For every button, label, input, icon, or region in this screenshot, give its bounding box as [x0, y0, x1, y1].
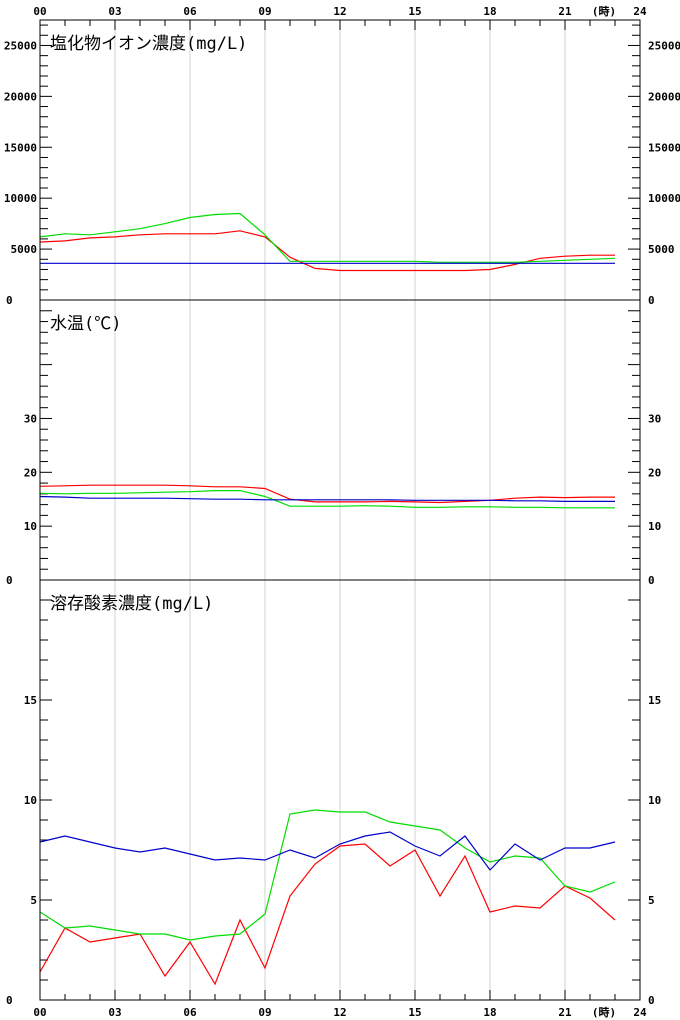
y-tick-label-right: 10 — [648, 794, 661, 807]
chart-panel-2 — [39, 300, 640, 580]
x-tick-label-bottom: 18 — [483, 1006, 496, 1019]
y-tick-label-right: 25000 — [648, 39, 680, 52]
x-tick-label-top: 00 — [33, 5, 46, 18]
series-line-red — [39, 843, 616, 986]
series-line-green — [39, 212, 616, 263]
y-tick-label-left: 25000 — [4, 39, 37, 52]
y-tick-label-left: 0 — [6, 294, 13, 307]
y-tick-label-right: 20 — [648, 466, 661, 479]
x-tick-label-bottom: 06 — [183, 1006, 197, 1019]
panel-title: 塩化物イオン濃度(mg/L) — [50, 34, 247, 54]
x-tick-label-top: 09 — [258, 5, 271, 18]
x-tick-label-top: 24 — [633, 5, 647, 18]
y-tick-label-left: 30 — [24, 412, 37, 425]
x-tick-label-bottom: 03 — [108, 1006, 121, 1019]
x-tick-label-top: 15 — [408, 5, 421, 18]
y-tick-label-left: 20 — [24, 466, 37, 479]
y-tick-label-right: 5 — [648, 894, 655, 907]
y-tick-label-right: 15 — [648, 694, 661, 707]
y-tick-label-left: 0 — [6, 994, 13, 1007]
y-tick-label-left: 15000 — [4, 141, 37, 154]
y-tick-label-right: 15000 — [648, 141, 680, 154]
y-tick-label-left: 5 — [30, 894, 37, 907]
y-tick-label-right: 10000 — [648, 192, 680, 205]
y-tick-label-right: 5000 — [648, 243, 675, 256]
chart-frame — [39, 19, 641, 1001]
x-unit-label-bottom: (時) — [592, 1005, 616, 1019]
y-tick-label-right: 10 — [648, 520, 661, 533]
chart-panel-3 — [39, 580, 640, 1000]
y-tick-label-right: 0 — [648, 574, 655, 587]
y-tick-label-right: 20000 — [648, 90, 680, 103]
x-tick-label-bottom: 24 — [633, 1006, 647, 1019]
y-tick-label-left: 5000 — [11, 243, 38, 256]
x-tick-label-top: 12 — [333, 5, 346, 18]
x-tick-label-bottom: 12 — [333, 1006, 346, 1019]
series-line-blue — [39, 495, 615, 502]
y-tick-label-left: 10 — [24, 794, 37, 807]
x-tick-label-top: 18 — [483, 5, 496, 18]
x-tick-label-bottom: 09 — [258, 1006, 271, 1019]
y-tick-label-right: 0 — [648, 994, 655, 1007]
x-tick-label-bottom: 15 — [408, 1006, 421, 1019]
y-tick-label-right: 30 — [648, 412, 661, 425]
y-tick-label-left: 10 — [24, 520, 37, 533]
x-tick-label-top: 03 — [108, 5, 121, 18]
series-line-red — [39, 230, 615, 272]
y-tick-label-left: 15 — [24, 694, 37, 707]
series-line-green — [39, 490, 615, 509]
series-line-blue — [39, 831, 616, 871]
series-line-red — [39, 484, 615, 504]
x-tick-label-bottom: 00 — [33, 1006, 46, 1019]
x-tick-label-bottom: 21 — [558, 1006, 572, 1019]
y-tick-label-left: 10000 — [4, 192, 37, 205]
x-tick-label-top: 06 — [183, 5, 197, 18]
chart-panel-1 — [39, 20, 640, 300]
y-tick-label-right: 0 — [648, 294, 655, 307]
panel-title: 水温(℃) — [50, 314, 121, 334]
y-tick-label-left: 0 — [6, 574, 13, 587]
x-tick-label-top: 21 — [558, 5, 572, 18]
series-line-green — [39, 809, 616, 941]
panel-title: 溶存酸素濃度(mg/L) — [50, 594, 213, 614]
x-unit-label-top: (時) — [592, 4, 616, 18]
y-tick-label-left: 20000 — [4, 90, 37, 103]
